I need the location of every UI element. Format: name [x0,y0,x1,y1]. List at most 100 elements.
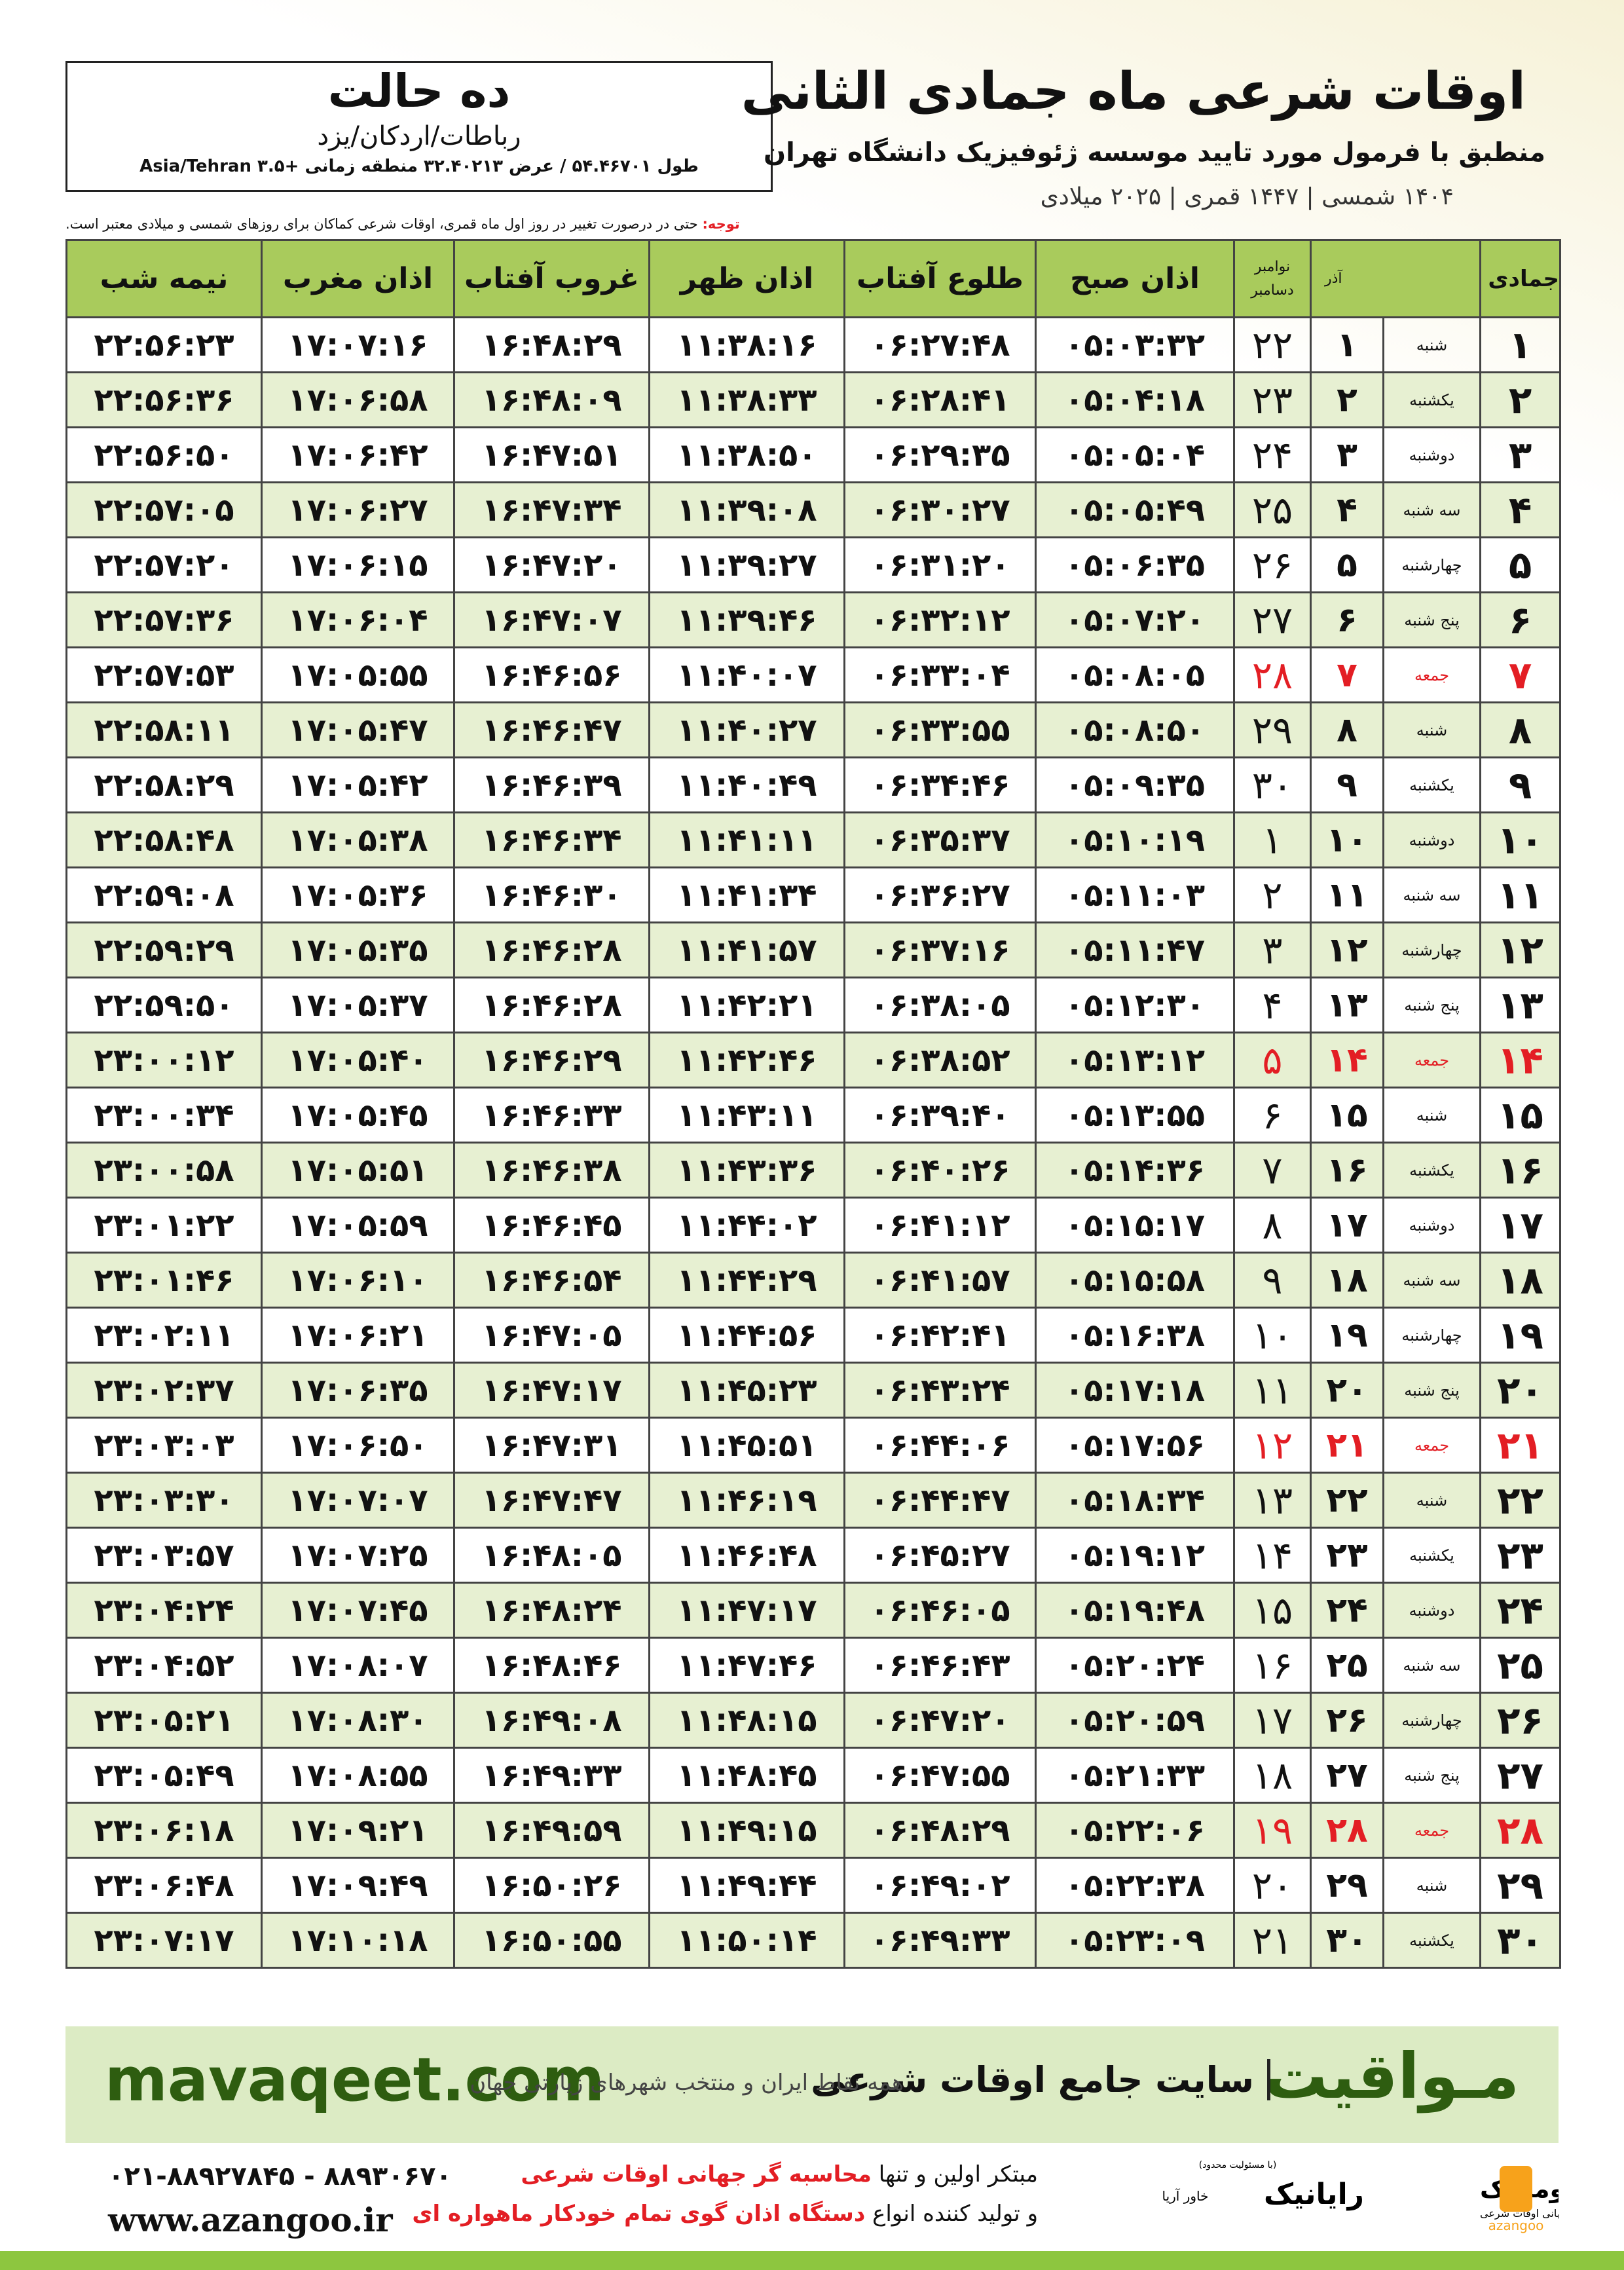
footer-text: و تولید کننده انواع [872,2201,1038,2227]
time: ۰۵:۰۸:۵۰ [1035,701,1235,758]
time: ۱۶:۴۷:۰۷ [453,591,650,648]
time: ۲۲:۵۸:۲۹ [65,756,263,813]
time: ۱۱:۴۳:۳۶ [648,1142,845,1199]
weekday: پنج شنبه [1382,591,1482,648]
time: ۱۷:۰۵:۵۵ [261,646,455,703]
weekday: جمعه [1382,1417,1482,1474]
footer-highlight: دستگاه اذان گوی تمام خودکار ماهواره ای [412,2201,866,2227]
time: ۱۶:۵۰:۲۶ [453,1857,650,1914]
time: ۱۱:۴۴:۲۹ [648,1252,845,1309]
time: ۰۵:۰۹:۳۵ [1035,756,1235,813]
brand: مـواقیت [1264,2039,1519,2113]
table-body: ۱ شنبه ۱ ۲۲ ۰۵:۰۳:۳۲ ۰۶:۲۷:۴۸ ۱۱:۳۸:۱۶ ۱۶:۴۸:۲۹… [65,316,1562,1969]
weekday: جمعه [1382,1032,1482,1088]
time: ۱۷:۰۶:۵۸ [261,371,455,428]
gregorian-day: ۱۹ [1233,1802,1312,1859]
lunar-day: ۳۰ [1479,1912,1562,1969]
gregorian-day: ۲۵ [1233,481,1312,538]
time: ۱۷:۰۵:۴۲ [261,756,455,813]
time: ۱۶:۴۶:۲۹ [453,1032,650,1088]
time: ۱۱:۴۴:۵۶ [648,1307,845,1364]
time: ۰۶:۳۹:۴۰ [843,1087,1037,1144]
time: ۱۶:۴۸:۴۶ [453,1637,650,1694]
time: ۰۵:۲۰:۵۹ [1035,1692,1235,1749]
weekday: دوشنبه [1382,1582,1482,1639]
time: ۲۳:۰۳:۳۰ [65,1472,263,1529]
time: ۱۶:۴۶:۴۵ [453,1197,650,1254]
time: ۰۶:۴۱:۱۲ [843,1197,1037,1254]
weekday: سه شنبه [1382,1637,1482,1694]
time: ۱۶:۴۶:۳۴ [453,811,650,868]
time: ۰۶:۳۶:۲۷ [843,866,1037,923]
time: ۰۶:۴۶:۰۵ [843,1582,1037,1639]
weekday: یکشنبه [1382,1527,1482,1584]
gregorian-day: ۲۱ [1233,1912,1312,1969]
time: ۱۶:۴۶:۴۷ [453,701,650,758]
time: ۰۶:۴۷:۲۰ [843,1692,1037,1749]
note-text: حتی در درصورت تغییر در روز اول ماه قمری،… [65,216,698,232]
column-header: اذان صبح [1035,239,1235,318]
time: ۲۳:۰۲:۱۱ [65,1307,263,1364]
gregorian-day: ۲ [1233,866,1312,923]
table-row: ۲۷ پنج شنبه ۲۷ ۱۸ ۰۵:۲۱:۳۳ ۰۶:۴۷:۵۵ ۱۱:۴۸:۴۵ ۱۶… [65,1747,1562,1804]
column-header: نیمه شب [65,239,263,318]
time: ۱۱:۴۸:۱۵ [648,1692,845,1749]
time: ۰۶:۴۹:۰۲ [843,1857,1037,1914]
solar-day: ۱۱ [1309,866,1385,923]
time: ۱۱:۴۱:۵۷ [648,921,845,978]
table-row: ۲۴ دوشنبه ۲۴ ۱۵ ۰۵:۱۹:۴۸ ۰۶:۴۶:۰۵ ۱۱:۴۷:۱۷ ۱۶:۴… [65,1582,1562,1639]
table-row: ۸ شنبه ۸ ۲۹ ۰۵:۰۸:۵۰ ۰۶:۳۳:۵۵ ۱۱:۴۰:۲۷ ۱۶:۴۶:۴۷… [65,701,1562,758]
table-row: ۲۸ جمعه ۲۸ ۱۹ ۰۵:۲۲:۰۶ ۰۶:۴۸:۲۹ ۱۱:۴۹:۱۵ ۱۶:۴۹:… [65,1802,1562,1859]
lunar-day: ۲۰ [1479,1362,1562,1419]
lunar-day: ۲۸ [1479,1802,1562,1859]
time: ۱۷:۰۶:۲۷ [261,481,455,538]
table-row: ۱۷ دوشنبه ۱۷ ۸ ۰۵:۱۵:۱۷ ۰۶:۴۱:۱۲ ۱۱:۴۴:۰۲ ۱۶:۴۶… [65,1197,1562,1254]
phone: ۰۲۱-۸۸۹۲۷۸۴۵ - ۸۸۹۳۰۶۷۰ [108,2161,452,2191]
table-row: ۱۶ یکشنبه ۱۶ ۷ ۰۵:۱۴:۳۶ ۰۶:۴۰:۲۶ ۱۱:۴۳:۳۶ ۱۶:۴۶… [65,1142,1562,1199]
solar-day: ۲۰ [1309,1362,1385,1419]
gregorian-day: ۱۷ [1233,1692,1312,1749]
logo-rayanik: رایانیک [1264,2178,1364,2211]
time: ۲۲:۵۷:۵۳ [65,646,263,703]
time: ۱۷:۰۹:۴۹ [261,1857,455,1914]
time: ۱۶:۴۶:۵۶ [453,646,650,703]
column-header: نوامبر [1254,258,1291,275]
table-row: ۱۳ پنج شنبه ۱۳ ۴ ۰۵:۱۲:۳۰ ۰۶:۳۸:۰۵ ۱۱:۴۲:۲۱ ۱۶:… [65,977,1562,1033]
time: ۲۲:۵۷:۲۰ [65,536,263,593]
lunar-day: ۱۵ [1479,1087,1562,1144]
time: ۰۶:۴۵:۲۷ [843,1527,1037,1584]
time: ۰۵:۰۶:۳۵ [1035,536,1235,593]
solar-day: ۴ [1309,481,1385,538]
weekday: یکشنبه [1382,1142,1482,1199]
gregorian-day: ۱۳ [1233,1472,1312,1529]
solar-day: ۱۵ [1309,1087,1385,1144]
gregorian-day: ۱۴ [1233,1527,1312,1584]
time: ۰۵:۱۵:۵۸ [1035,1252,1235,1309]
time: ۰۵:۱۱:۰۳ [1035,866,1235,923]
time: ۱۱:۴۲:۲۱ [648,977,845,1033]
column-header: اذان ظهر [648,239,845,318]
time: ۱۷:۱۰:۱۸ [261,1912,455,1969]
time: ۱۶:۴۷:۱۷ [453,1362,650,1419]
time: ۲۳:۰۲:۳۷ [65,1362,263,1419]
solar-day: ۱۳ [1309,977,1385,1033]
solar-day: ۱ [1309,316,1385,373]
time: ۰۵:۱۱:۴۷ [1035,921,1235,978]
time: ۰۵:۱۹:۴۸ [1035,1582,1235,1639]
solar-day: ۳ [1309,426,1385,483]
weekday: سه شنبه [1382,866,1482,923]
lunar-day: ۱ [1479,316,1562,373]
time: ۱۷:۰۶:۳۵ [261,1362,455,1419]
time: ۰۵:۲۲:۳۸ [1035,1857,1235,1914]
table-row: ۵ چهارشنبه ۵ ۲۶ ۰۵:۰۶:۳۵ ۰۶:۳۱:۲۰ ۱۱:۳۹:۲۷ ۱۶:۴… [65,536,1562,593]
table-row: ۱۸ سه شنبه ۱۸ ۹ ۰۵:۱۵:۵۸ ۰۶:۴۱:۵۷ ۱۱:۴۴:۲۹ ۱۶:۴… [65,1252,1562,1309]
time: ۰۵:۱۴:۳۶ [1035,1142,1235,1199]
column-header: جمادی الثانی [1479,239,1562,318]
time: ۱۷:۰۵:۴۷ [261,701,455,758]
time: ۰۵:۱۳:۵۵ [1035,1087,1235,1144]
weekday: سه شنبه [1382,1252,1482,1309]
time: ۱۷:۰۷:۴۵ [261,1582,455,1639]
time: ۲۳:۰۷:۱۷ [65,1912,263,1969]
weekday: سه شنبه [1382,481,1482,538]
time: ۱۷:۰۵:۴۵ [261,1087,455,1144]
